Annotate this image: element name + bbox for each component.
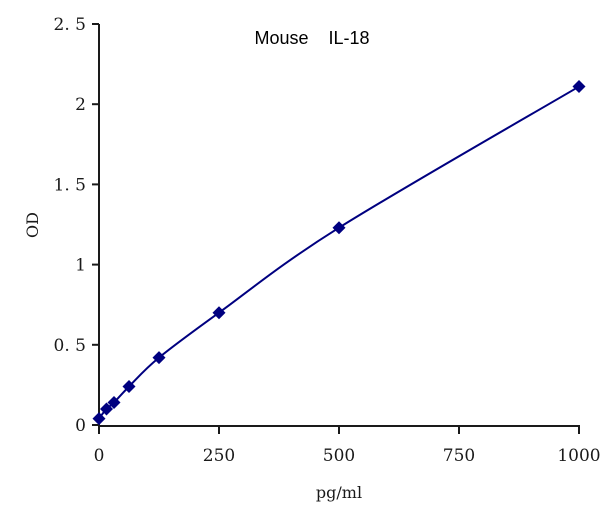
x-axis: 0 250 500 750 1000 (94, 425, 601, 466)
y-axis-title: OD (23, 212, 42, 238)
y-tick-label: 1 (75, 256, 86, 276)
y-tick-label: 0 (75, 416, 86, 436)
diamond-marker (99, 402, 113, 416)
y-tick-label: 0. 5 (54, 336, 86, 356)
diamond-marker (152, 351, 166, 365)
y-tick-label: 1. 5 (54, 175, 86, 195)
fit-curve (98, 85, 580, 420)
x-tick-label: 750 (443, 446, 475, 466)
diamond-marker (572, 80, 586, 94)
diamond-marker (122, 380, 136, 394)
x-tick-label: 0 (94, 446, 105, 466)
x-tick-label: 500 (323, 446, 355, 466)
y-axis: 0 0. 5 1 1. 5 2 2. 5 (54, 15, 100, 436)
chart-title: Mouse IL-18 (254, 28, 369, 48)
diamond-marker (92, 412, 106, 426)
diamond-marker (107, 396, 121, 410)
diamond-marker (332, 221, 346, 235)
x-tick-label: 1000 (557, 446, 600, 466)
x-tick-label: 250 (203, 446, 235, 466)
y-tick-label: 2. 5 (54, 15, 86, 35)
x-axis-title: pg/ml (316, 483, 362, 502)
data-series (92, 80, 586, 426)
diamond-marker (212, 306, 226, 320)
y-tick-label: 2 (75, 95, 86, 115)
